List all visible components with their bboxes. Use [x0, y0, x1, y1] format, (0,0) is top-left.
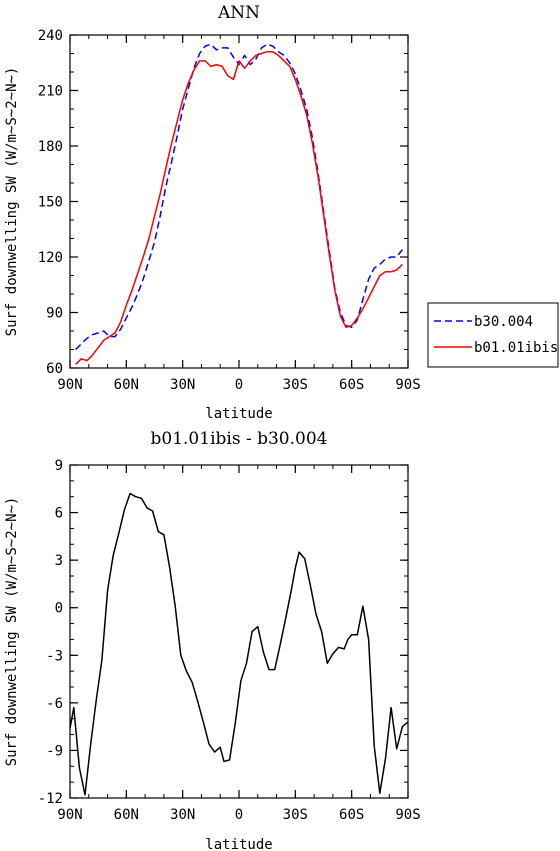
- y-tick-label: 210: [38, 84, 63, 100]
- x-tick-label: 30N: [170, 807, 195, 823]
- y-tick-label: -6: [46, 696, 63, 712]
- x-tick-label: 60S: [339, 377, 364, 393]
- series-line-difference: [69, 492, 409, 796]
- y-tick-label: -3: [46, 648, 63, 664]
- x-tick-label: 60N: [114, 377, 139, 393]
- legend: b30.004 b01.01ibis: [427, 302, 559, 368]
- chart-panel-2: b01.01ibis - b30.004 90N 60N 30N 0 30S 60S 90S -…: [4, 429, 421, 851]
- x-tick-label: 90S: [395, 807, 420, 823]
- chart-title: b01.01ibis - b30.004: [151, 429, 328, 449]
- chart-title: ANN: [217, 3, 260, 23]
- y-tick-label: 0: [55, 601, 63, 617]
- chart-panel-1: ANN 90N 60N 30N 0 30S 60S 90S 60 90 120 150 180 210 24…: [4, 3, 559, 422]
- x-tick-label: 60N: [114, 807, 139, 823]
- legend-label: b01.01ibis: [474, 340, 558, 356]
- x-tick-label: 0: [235, 377, 243, 393]
- legend-label: b30.004: [474, 314, 533, 330]
- series-line-b01-01ibis: [75, 50, 403, 365]
- x-axis-label: latitude: [205, 406, 272, 422]
- y-tick-label: 60: [46, 361, 63, 377]
- y-tick-label: 120: [38, 250, 63, 266]
- x-tick-label: 30S: [283, 377, 308, 393]
- legend-box: [427, 302, 559, 368]
- y-tick-label: 3: [55, 553, 63, 569]
- y-tick-label: 9: [55, 458, 63, 474]
- x-tick-label: 30S: [283, 807, 308, 823]
- x-tick-label: 0: [235, 807, 243, 823]
- series-line-b30-004: [75, 43, 403, 351]
- x-tick-label: 30N: [170, 377, 195, 393]
- x-tick-label: 60S: [339, 807, 364, 823]
- x-tick-label: 90N: [57, 377, 82, 393]
- y-tick-label: 150: [38, 195, 63, 211]
- x-axis-label: latitude: [205, 837, 272, 851]
- y-axis-label: Surf downwelling SW (W/m~S~2~N~): [4, 67, 20, 337]
- x-tick-label: 90N: [57, 807, 82, 823]
- y-tick-label: 6: [55, 506, 63, 522]
- y-tick-label: 180: [38, 139, 63, 155]
- y-axis-label: Surf downwelling SW (W/m~S~2~N~): [4, 497, 20, 767]
- y-tick-label: -12: [38, 791, 63, 807]
- y-tick-label: 90: [46, 306, 63, 322]
- y-tick-label: -9: [46, 743, 63, 759]
- y-tick-label: 240: [38, 28, 63, 44]
- x-tick-label: 90S: [395, 377, 420, 393]
